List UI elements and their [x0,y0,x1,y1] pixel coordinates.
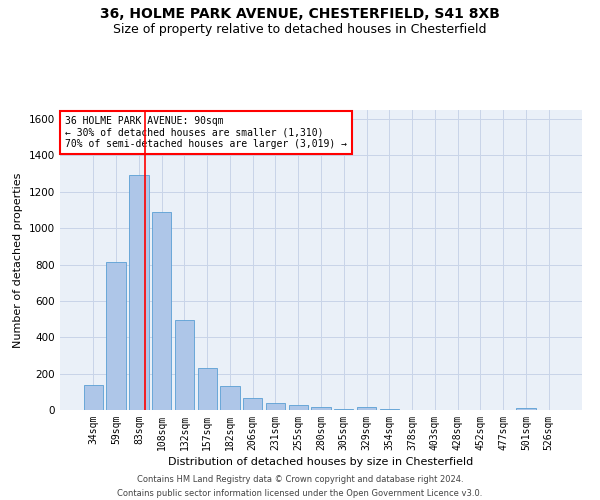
Y-axis label: Number of detached properties: Number of detached properties [13,172,23,348]
Bar [175,320,194,410]
Text: Contains HM Land Registry data © Crown copyright and database right 2024.
Contai: Contains HM Land Registry data © Crown c… [118,476,482,498]
Bar [243,398,262,410]
Bar [357,408,376,410]
Text: 36 HOLME PARK AVENUE: 90sqm
← 30% of detached houses are smaller (1,310)
70% of : 36 HOLME PARK AVENUE: 90sqm ← 30% of det… [65,116,347,149]
X-axis label: Distribution of detached houses by size in Chesterfield: Distribution of detached houses by size … [169,457,473,467]
Bar [266,403,285,410]
Bar [311,406,331,410]
Text: 36, HOLME PARK AVENUE, CHESTERFIELD, S41 8XB: 36, HOLME PARK AVENUE, CHESTERFIELD, S41… [100,8,500,22]
Bar [129,174,149,410]
Bar [106,262,126,410]
Bar [516,408,536,410]
Bar [197,368,217,410]
Bar [289,406,308,410]
Bar [152,212,172,410]
Bar [220,386,239,410]
Text: Size of property relative to detached houses in Chesterfield: Size of property relative to detached ho… [113,22,487,36]
Bar [334,409,353,410]
Bar [84,384,103,410]
